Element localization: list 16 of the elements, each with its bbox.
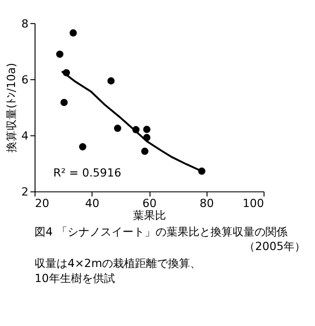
x-tick-label: 60 [142, 196, 157, 210]
x-tick-label: 100 [242, 196, 264, 210]
annotation: R² = 0.5916 [53, 166, 122, 180]
y-tick-label: 6 [21, 73, 29, 86]
y-tick-label: 8 [21, 17, 29, 30]
x-tick-label: 80 [200, 196, 214, 210]
x-tick-label: 40 [85, 196, 100, 210]
text: 10年生樹を供試 [34, 272, 115, 286]
y-tick-label: 4 [21, 129, 29, 142]
text: 図4 「シナノスイート」の葉果比と換算収量の関係 [34, 225, 288, 238]
x-axis-title: 葉果比 [133, 208, 166, 222]
text: 収量は4×2mの栽植距離で換算、 [34, 257, 202, 270]
x-tick-label: 20 [35, 196, 50, 210]
text: （2005年） [244, 240, 306, 254]
y-tick-label: 2 [21, 186, 29, 199]
y-axis-title: 換算収量(ﾄﾝ/10a) [4, 62, 18, 153]
